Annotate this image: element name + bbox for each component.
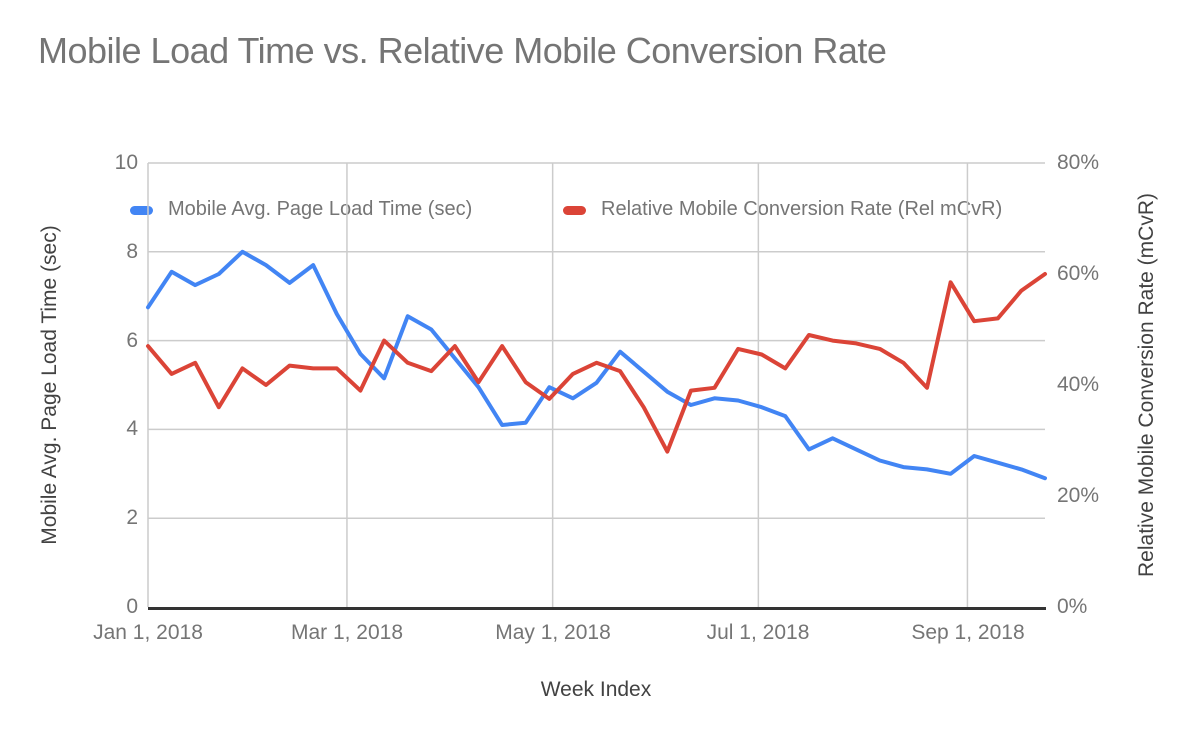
y-left-tick-10: 10 [114,151,138,174]
y-right-tick-60: 60% [1057,262,1100,285]
y-left-tick-2: 2 [126,506,138,529]
h-gridlines [148,162,1045,519]
legend-label-cvr: Relative Mobile Conversion Rate (Rel mCv… [601,198,1003,220]
v-gridlines [147,163,969,607]
x-tick-sep: Sep 1, 2018 [911,621,1025,644]
y-right-tick-40: 40% [1057,373,1100,396]
y-left-tick-8: 8 [126,240,138,263]
y-left-tick-0: 0 [126,595,138,618]
x-axis-title: Week Index [540,678,652,701]
x-tick-may: May 1, 2018 [495,621,611,644]
legend: Mobile Avg. Page Load Time (sec) Relativ… [0,98,1200,220]
y-right-tick-20: 20% [1057,484,1100,507]
series-cvr-line[interactable] [146,272,1047,454]
x-tick-mar: Mar 1, 2018 [290,621,404,644]
legend-swatch-load-time [130,206,153,215]
series-load-time-line[interactable] [146,249,1047,481]
y-left-axis-title: Mobile Avg. Page Load Time (sec) [38,225,61,545]
y-left-tick-4: 4 [126,417,138,440]
y-right-axis-title: Relative Mobile Conversion Rate (mCvR) [1135,193,1158,577]
legend-label-load-time: Mobile Avg. Page Load Time (sec) [168,198,473,220]
legend-swatch-cvr [563,206,586,215]
x-tick-jan: Jan 1, 2018 [93,621,203,644]
y-right-tick-80: 80% [1057,151,1100,174]
y-right-tick-0: 0% [1057,595,1088,618]
x-tick-jul: Jul 1, 2018 [706,621,810,644]
y-left-tick-6: 6 [126,329,138,352]
chart-title: Mobile Load Time vs. Relative Mobile Con… [38,30,887,71]
